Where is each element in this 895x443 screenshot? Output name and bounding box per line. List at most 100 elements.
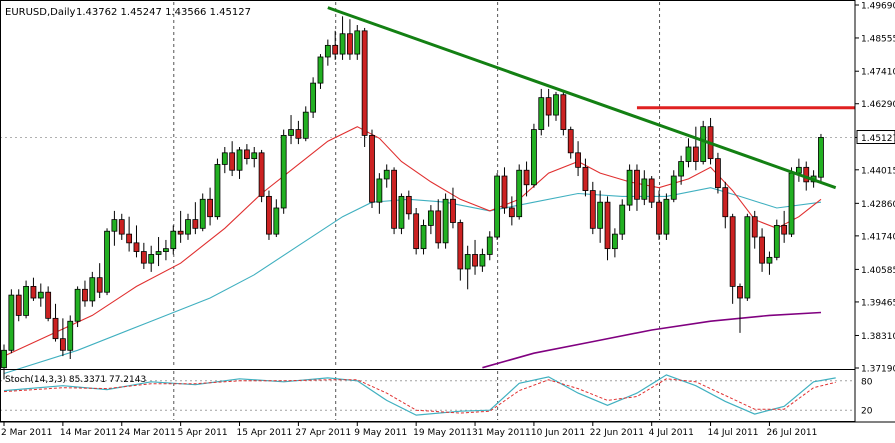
candle-body-32 xyxy=(236,149,243,171)
candle-6 xyxy=(45,286,52,322)
candle-body-55 xyxy=(405,195,412,215)
candle-62 xyxy=(457,219,464,281)
candle-body-105 xyxy=(773,225,780,258)
candle-93 xyxy=(685,138,692,168)
candle-body-109 xyxy=(803,166,810,183)
candle-body-30 xyxy=(221,152,228,165)
candle-body-56 xyxy=(413,213,420,250)
candle-body-61 xyxy=(450,198,456,223)
candle-body-84 xyxy=(619,204,626,235)
candle-body-81 xyxy=(597,201,604,229)
candle-body-40 xyxy=(295,129,302,139)
candle-body-98 xyxy=(722,187,729,218)
candle-body-37 xyxy=(273,207,280,235)
candle-56 xyxy=(413,207,420,255)
candle-20 xyxy=(148,245,155,272)
candle-69 xyxy=(508,196,515,226)
candle-body-13 xyxy=(96,277,103,293)
candle-body-80 xyxy=(589,190,596,229)
candle-body-44 xyxy=(324,44,331,58)
candle-63 xyxy=(464,245,471,290)
x-tick-label-4: 15 Apr 2011 xyxy=(237,428,293,438)
candle-66 xyxy=(486,231,493,261)
candle-body-72 xyxy=(531,129,537,186)
candle-body-7 xyxy=(52,317,59,340)
candle-body-9 xyxy=(67,320,74,351)
candle-body-47 xyxy=(347,33,353,55)
candles-layer xyxy=(1,16,824,380)
candle-106 xyxy=(781,210,788,243)
candle-body-29 xyxy=(214,164,221,218)
candle-33 xyxy=(243,144,250,165)
candle-body-43 xyxy=(317,56,324,84)
candle-89 xyxy=(656,190,662,240)
candle-body-19 xyxy=(140,251,147,264)
candle-99 xyxy=(729,213,736,304)
candle-body-2 xyxy=(15,294,22,316)
descending-trendline xyxy=(327,6,837,190)
candle-103 xyxy=(759,228,765,272)
candle-82 xyxy=(604,196,611,261)
candle-body-41 xyxy=(302,111,309,139)
candle-body-38 xyxy=(280,134,287,209)
candle-body-89 xyxy=(656,201,662,235)
candle-11 xyxy=(82,280,88,307)
candle-47 xyxy=(347,19,353,60)
candle-body-53 xyxy=(391,169,397,229)
candle-body-48 xyxy=(354,30,361,55)
candle-24 xyxy=(177,210,184,243)
candle-13 xyxy=(96,263,103,299)
candle-body-67 xyxy=(494,175,501,238)
candle-body-16 xyxy=(118,219,125,235)
candle-3 xyxy=(23,280,29,319)
candle-95 xyxy=(700,120,707,165)
candle-body-49 xyxy=(361,30,368,136)
candle-55 xyxy=(405,190,412,220)
candle-body-26 xyxy=(192,219,199,229)
candle-body-42 xyxy=(310,82,317,113)
candle-body-91 xyxy=(670,175,677,200)
candle-32 xyxy=(236,147,243,179)
candle-body-75 xyxy=(553,94,559,116)
candle-57 xyxy=(420,219,427,255)
candle-80 xyxy=(589,181,596,235)
candle-19 xyxy=(140,242,147,269)
candle-101 xyxy=(744,213,751,301)
candle-body-66 xyxy=(486,236,493,255)
candle-52 xyxy=(383,164,390,188)
candle-2 xyxy=(15,289,22,322)
candle-body-86 xyxy=(634,169,640,200)
candle-4 xyxy=(30,277,37,301)
candle-88 xyxy=(648,176,655,208)
candle-body-100 xyxy=(737,285,743,299)
candle-41 xyxy=(302,106,309,142)
candle-body-45 xyxy=(332,44,339,55)
candle-1 xyxy=(8,289,15,354)
candle-body-24 xyxy=(177,230,184,235)
candle-105 xyxy=(773,219,780,261)
candle-body-3 xyxy=(23,285,29,316)
candle-body-101 xyxy=(744,216,751,299)
candle-43 xyxy=(317,54,324,89)
candle-body-104 xyxy=(766,256,773,264)
candle-42 xyxy=(310,77,317,118)
candle-8 xyxy=(59,318,66,357)
candle-28 xyxy=(207,187,213,226)
candle-body-10 xyxy=(74,288,81,322)
candle-body-21 xyxy=(155,251,162,255)
candle-body-64 xyxy=(472,254,478,267)
x-tick-label-2: 24 Mar 2011 xyxy=(119,428,176,438)
candle-84 xyxy=(619,199,626,240)
candle-body-27 xyxy=(199,198,206,229)
x-tick-label-1: 14 Mar 2011 xyxy=(60,428,117,438)
candle-40 xyxy=(295,120,302,145)
candle-body-12 xyxy=(89,277,96,302)
candle-body-87 xyxy=(641,178,648,200)
candle-body-94 xyxy=(692,146,699,162)
candle-0 xyxy=(1,344,7,380)
y-tick-label-11: 1.37190 xyxy=(861,365,895,375)
candle-body-35 xyxy=(258,152,265,197)
candle-44 xyxy=(324,39,331,66)
